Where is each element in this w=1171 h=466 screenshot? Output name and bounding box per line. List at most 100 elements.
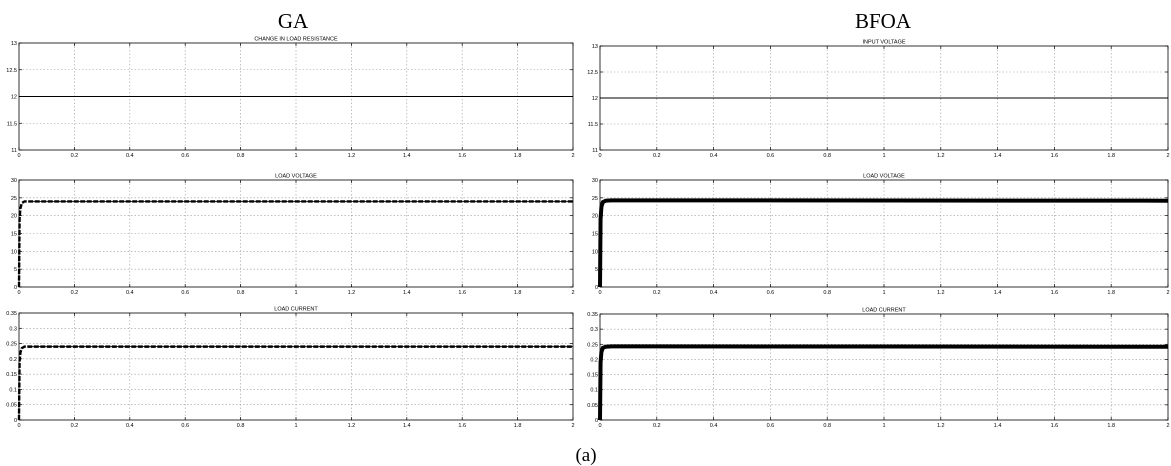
y-tick-label: 0.05 — [587, 403, 598, 409]
y-tick-label: 25 — [11, 196, 17, 202]
x-tick-label: 1.8 — [514, 153, 522, 159]
y-tick-label: 15 — [592, 232, 598, 238]
x-tick-label: 1.6 — [1051, 153, 1059, 159]
x-tick-label: 1.4 — [403, 423, 411, 429]
y-tick-label: 11.5 — [7, 121, 17, 127]
x-tick-label: 0.6 — [767, 290, 775, 296]
x-tick-label: 0.4 — [126, 423, 134, 429]
x-tick-label: 0 — [598, 153, 601, 159]
panel-title: LOAD VOLTAGE — [275, 174, 317, 180]
x-tick-label: 2 — [571, 290, 574, 296]
x-tick-label: 1.2 — [937, 153, 945, 159]
y-tick-label: 5 — [14, 267, 17, 273]
x-tick-label: 1.4 — [403, 290, 411, 296]
x-tick-label: 0.6 — [181, 423, 189, 429]
x-tick-label: 0.6 — [181, 290, 189, 296]
y-tick-label: 0.1 — [9, 387, 17, 393]
y-tick-label: 30 — [592, 178, 598, 184]
x-tick-label: 0.8 — [823, 423, 831, 429]
x-tick-label: 0 — [17, 153, 20, 159]
x-tick-label: 1.8 — [514, 423, 522, 429]
y-tick-label: 20 — [592, 214, 598, 220]
y-tick-label: 10 — [11, 249, 17, 255]
y-tick-label: 0 — [14, 418, 17, 424]
x-tick-label: 1.6 — [458, 153, 466, 159]
panel-title: LOAD CURRENT — [862, 308, 906, 314]
x-tick-label: 0.4 — [710, 153, 718, 159]
y-tick-label: 12.5 — [587, 70, 598, 76]
x-tick-label: 1.2 — [348, 153, 356, 159]
x-tick-label: 0.2 — [653, 290, 661, 296]
y-tick-label: 0.3 — [9, 326, 17, 332]
y-tick-label: 13 — [11, 41, 17, 47]
x-tick-label: 0.6 — [767, 423, 775, 429]
y-tick-label: 15 — [11, 232, 17, 238]
y-tick-label: 0 — [595, 418, 598, 424]
x-tick-label: 0.2 — [653, 423, 661, 429]
x-tick-label: 0 — [598, 290, 601, 296]
y-tick-label: 0.05 — [6, 403, 17, 409]
x-tick-label: 0 — [17, 290, 20, 296]
figure-caption: (a) — [575, 445, 596, 466]
x-tick-label: 2 — [571, 153, 574, 159]
column-title-bfoa: BFOA — [855, 9, 912, 33]
y-tick-label: 0.15 — [587, 373, 598, 379]
y-tick-label: 0.25 — [587, 342, 598, 348]
y-tick-label: 10 — [592, 249, 598, 255]
x-tick-label: 1 — [882, 153, 885, 159]
x-tick-label: 1 — [294, 153, 297, 159]
y-tick-label: 0.3 — [590, 327, 598, 333]
x-tick-label: 1.6 — [1051, 290, 1059, 296]
x-tick-label: 2 — [1166, 290, 1169, 296]
x-tick-label: 1.8 — [1107, 153, 1115, 159]
x-tick-label: 0.2 — [71, 423, 79, 429]
x-tick-label: 1.2 — [937, 290, 945, 296]
panel-2: LOAD CURRENT 0 0.2 0.4 0.6 0.8 1 1.2 1.4 1.6 1.8 2 0… — [6, 307, 574, 430]
x-tick-label: 1.2 — [348, 423, 356, 429]
x-tick-label: 1.2 — [348, 290, 356, 296]
y-tick-label: 12 — [592, 96, 598, 102]
panel-title: LOAD VOLTAGE — [863, 174, 905, 180]
x-tick-label: 2 — [1166, 153, 1169, 159]
x-tick-label: 0.2 — [71, 290, 79, 296]
x-tick-label: 0.4 — [126, 290, 134, 296]
y-tick-label: 0 — [595, 285, 598, 291]
x-tick-label: 0.4 — [710, 290, 718, 296]
x-tick-label: 1.8 — [1107, 423, 1115, 429]
x-tick-label: 0.8 — [237, 153, 245, 159]
y-tick-label: 0.35 — [587, 312, 598, 318]
y-tick-label: 25 — [592, 196, 598, 202]
panel-title: LOAD CURRENT — [274, 307, 318, 313]
panel-title: INPUT VOLTAGE — [862, 40, 905, 46]
y-tick-label: 0 — [14, 285, 17, 291]
y-tick-label: 11.5 — [588, 122, 598, 128]
y-tick-label: 20 — [11, 214, 17, 220]
x-tick-label: 0.6 — [767, 153, 775, 159]
y-tick-label: 0.1 — [590, 388, 598, 394]
x-tick-label: 1 — [882, 423, 885, 429]
x-tick-label: 0.8 — [823, 153, 831, 159]
x-tick-label: 0.4 — [710, 423, 718, 429]
x-tick-label: 2 — [1166, 423, 1169, 429]
x-tick-label: 1 — [294, 290, 297, 296]
panel-3: INPUT VOLTAGE 0 0.2 0.4 0.6 0.8 1 1.2 1.4 1.6 1.8 2… — [587, 40, 1169, 160]
x-tick-label: 0.8 — [237, 290, 245, 296]
x-tick-label: 1 — [294, 423, 297, 429]
y-tick-label: 11 — [592, 148, 598, 154]
y-tick-label: 11 — [11, 148, 17, 154]
x-tick-label: 1.6 — [1051, 423, 1059, 429]
x-tick-label: 0.2 — [71, 153, 79, 159]
x-tick-label: 0.8 — [237, 423, 245, 429]
x-tick-label: 0.2 — [653, 153, 661, 159]
x-tick-label: 1.4 — [994, 423, 1002, 429]
x-tick-label: 1.8 — [1107, 290, 1115, 296]
y-tick-label: 0.25 — [6, 342, 17, 348]
x-tick-label: 0 — [17, 423, 20, 429]
x-tick-label: 1 — [882, 290, 885, 296]
y-tick-label: 5 — [595, 267, 598, 273]
y-tick-label: 13 — [592, 44, 598, 50]
